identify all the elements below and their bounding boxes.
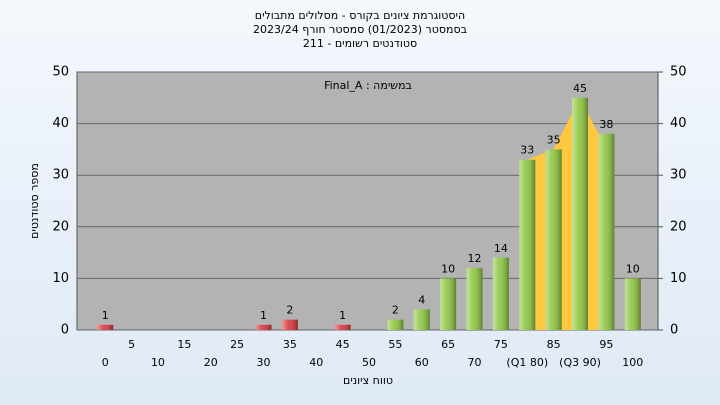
bar-shade xyxy=(255,324,272,330)
x-tick-label: 55 xyxy=(388,338,402,351)
x-tick-label: 35 xyxy=(283,338,297,351)
x-tick-label: 95 xyxy=(599,338,613,351)
bar-shade xyxy=(466,268,483,330)
x-tick-label: (Q1 80) xyxy=(506,356,548,369)
x-axis-label: טווח ציונים xyxy=(343,374,393,387)
data-label: 1 xyxy=(260,309,267,322)
y2-tick-label: 40 xyxy=(670,116,687,131)
x-tick-label: 40 xyxy=(309,356,323,369)
data-label: 2 xyxy=(286,304,293,317)
data-label: 12 xyxy=(468,252,482,265)
data-label: 1 xyxy=(339,309,346,322)
x-tick-label: 10 xyxy=(151,356,165,369)
y-tick-label: 0 xyxy=(61,323,69,338)
bar-shade xyxy=(519,159,536,330)
data-label: 10 xyxy=(441,262,455,275)
bar-shade xyxy=(572,97,589,330)
bar-shade xyxy=(387,319,404,330)
x-tick-label: 20 xyxy=(204,356,218,369)
y-tick-label: 30 xyxy=(52,168,69,183)
x-tick-label: 65 xyxy=(441,338,455,351)
y2-tick-label: 0 xyxy=(670,323,678,338)
y2-tick-label: 50 xyxy=(670,65,687,80)
data-label: 38 xyxy=(599,118,613,131)
chart-subtitle: בסמסטר (01/2023) סמסטר חורף 2023/24 xyxy=(253,23,467,36)
data-label: 33 xyxy=(520,144,534,157)
x-tick-label: 75 xyxy=(494,338,508,351)
x-tick-label: 45 xyxy=(336,338,350,351)
y-tick-label: 40 xyxy=(52,116,69,131)
x-tick-label: 85 xyxy=(547,338,561,351)
y-tick-label: 10 xyxy=(52,271,69,286)
x-tick-label: 50 xyxy=(362,356,376,369)
chart-subtitle: סטודנטים רשומים - 211 xyxy=(303,37,417,50)
data-label: 1 xyxy=(102,309,109,322)
data-label: 45 xyxy=(573,82,587,95)
bar-shade xyxy=(334,324,351,330)
annotation: Final_A : במשימה xyxy=(324,79,412,92)
x-tick-label: 30 xyxy=(256,356,270,369)
y-axis-label: מספר סטודנטים xyxy=(28,163,41,239)
bar-shade xyxy=(545,149,562,330)
x-tick-label: 5 xyxy=(128,338,135,351)
bar-shade xyxy=(492,257,509,330)
data-label: 4 xyxy=(418,293,425,306)
bar-shade xyxy=(440,278,457,330)
bar-shade xyxy=(624,278,641,330)
y2-tick-label: 30 xyxy=(670,168,687,183)
chart-title: היסטוגרמת ציונים בקורס - מסלולים מתבולים xyxy=(255,9,465,22)
data-label: 10 xyxy=(626,262,640,275)
x-tick-label: (Q3 90) xyxy=(559,356,601,369)
data-label: 14 xyxy=(494,242,508,255)
x-tick-label: 100 xyxy=(622,356,643,369)
bar-shade xyxy=(97,324,114,330)
data-label: 35 xyxy=(547,133,561,146)
y-tick-label: 50 xyxy=(52,65,69,80)
bar-shade xyxy=(281,319,298,330)
x-tick-label: 70 xyxy=(468,356,482,369)
x-tick-label: 15 xyxy=(177,338,191,351)
data-label: 2 xyxy=(392,304,399,317)
bar-shade xyxy=(598,133,615,330)
y2-tick-label: 10 xyxy=(670,271,687,286)
y2-tick-label: 20 xyxy=(670,219,687,234)
y-tick-label: 20 xyxy=(52,219,69,234)
bar-shade xyxy=(413,309,430,330)
x-tick-label: 25 xyxy=(230,338,244,351)
x-tick-label: 60 xyxy=(415,356,429,369)
x-tick-label: 0 xyxy=(102,356,109,369)
